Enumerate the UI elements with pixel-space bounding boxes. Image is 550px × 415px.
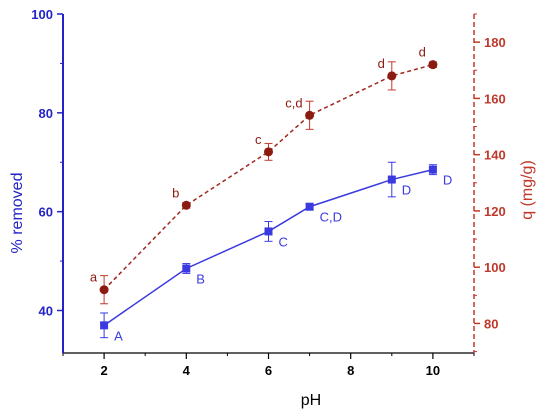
left-axis-title: % removed [9, 173, 26, 254]
x-tick-label: 4 [183, 363, 191, 378]
q-point [305, 110, 315, 120]
q-point [181, 200, 191, 210]
removed-point-label: C [279, 234, 288, 249]
x-tick-label: 10 [426, 363, 440, 378]
removed-point-label: C,D [320, 210, 342, 225]
removed-point [387, 175, 396, 184]
removed-point [305, 202, 314, 211]
right-tick-label: 120 [484, 204, 506, 219]
q-point-label: d [419, 45, 426, 60]
q-point [99, 285, 109, 295]
q-series-line [103, 63, 434, 291]
q-point-label: c [255, 132, 262, 147]
right-tick-label: 80 [484, 316, 498, 331]
right-tick-label: 100 [484, 260, 506, 275]
left-tick-label: 60 [39, 205, 53, 220]
removed-point [264, 227, 273, 236]
left-tick-label: 40 [39, 304, 53, 319]
left-tick-label: 80 [39, 106, 53, 121]
axes: 2 4 6 8 10 40 60 80 100 80 100 120 140 160 180 [31, 7, 505, 378]
right-tick-label: 160 [484, 91, 506, 106]
removed-point-label: D [443, 173, 452, 188]
removed-point-label: B [196, 271, 205, 286]
right-axis-title: q (mg/g) [519, 160, 536, 220]
x-axis-title: pH [301, 392, 321, 409]
q-point [428, 60, 438, 70]
q-point [387, 71, 397, 81]
q-point-label: a [90, 270, 98, 285]
removed-series-line [103, 168, 434, 326]
x-tick-label: 8 [347, 363, 354, 378]
removed-point-label: D [402, 183, 411, 198]
x-tick-label: 2 [100, 363, 107, 378]
q-point-label: d [378, 56, 385, 71]
removed-point [182, 264, 191, 273]
removed-point [428, 165, 437, 174]
q-point [264, 147, 273, 157]
x-tick-label: 6 [265, 363, 272, 378]
removed-point [100, 321, 109, 330]
right-tick-label: 140 [484, 148, 506, 163]
right-tick-label: 180 [484, 35, 506, 50]
removed-series: A B C C,D D D [100, 161, 452, 343]
q-point-label: c,d [285, 95, 302, 110]
removed-point-label: A [114, 328, 123, 343]
q-series: a b c c,d d d [90, 45, 438, 305]
left-tick-label: 100 [31, 7, 53, 22]
q-point-label: b [172, 185, 179, 200]
